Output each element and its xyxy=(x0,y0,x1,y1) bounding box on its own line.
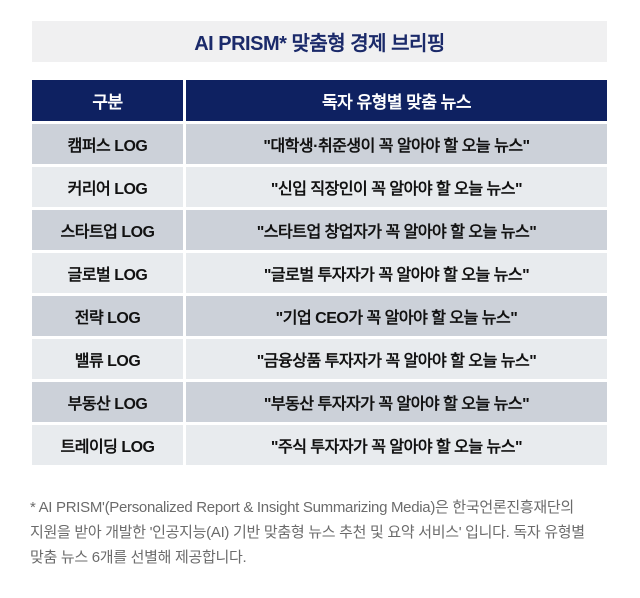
footnote: * AI PRISM'(Personalized Report & Insigh… xyxy=(30,499,585,566)
category-cell: 글로벌 LOG xyxy=(32,253,183,293)
category-cell: 스타트업 LOG xyxy=(32,210,183,250)
title-bar: AI PRISM* 맞춤형 경제 브리핑 xyxy=(32,21,607,62)
category-cell: 부동산 LOG xyxy=(32,382,183,422)
category-cell: 커리어 LOG xyxy=(32,167,183,207)
news-cell: "글로벌 투자자가 꼭 알아야 할 오늘 뉴스" xyxy=(186,253,607,293)
news-cell: "금융상품 투자자가 꼭 알아야 할 오늘 뉴스" xyxy=(186,339,607,379)
category-cell: 전략 LOG xyxy=(32,296,183,336)
category-cell: 캠퍼스 LOG xyxy=(32,124,183,164)
news-cell: "신입 직장인이 꼭 알아야 할 오늘 뉴스" xyxy=(186,167,607,207)
news-cell: "부동산 투자자가 꼭 알아야 할 오늘 뉴스" xyxy=(186,382,607,422)
category-cell: 트레이딩 LOG xyxy=(32,425,183,465)
briefing-table: 구분 독자 유형별 맞춤 뉴스 캠퍼스 LOG "대학생·취준생이 꼭 알아야 … xyxy=(32,80,607,465)
page-title: AI PRISM* 맞춤형 경제 브리핑 xyxy=(194,33,445,55)
news-cell: "스타트업 창업자가 꼭 알아야 할 오늘 뉴스" xyxy=(186,210,607,250)
category-cell: 밸류 LOG xyxy=(32,339,183,379)
news-cell: "기업 CEO가 꼭 알아야 할 오늘 뉴스" xyxy=(186,296,607,336)
news-cell: "대학생·취준생이 꼭 알아야 할 오늘 뉴스" xyxy=(186,124,607,164)
news-cell: "주식 투자자가 꼭 알아야 할 오늘 뉴스" xyxy=(186,425,607,465)
header-cell-news: 독자 유형별 맞춤 뉴스 xyxy=(186,80,607,121)
header-cell-category: 구분 xyxy=(32,80,183,121)
